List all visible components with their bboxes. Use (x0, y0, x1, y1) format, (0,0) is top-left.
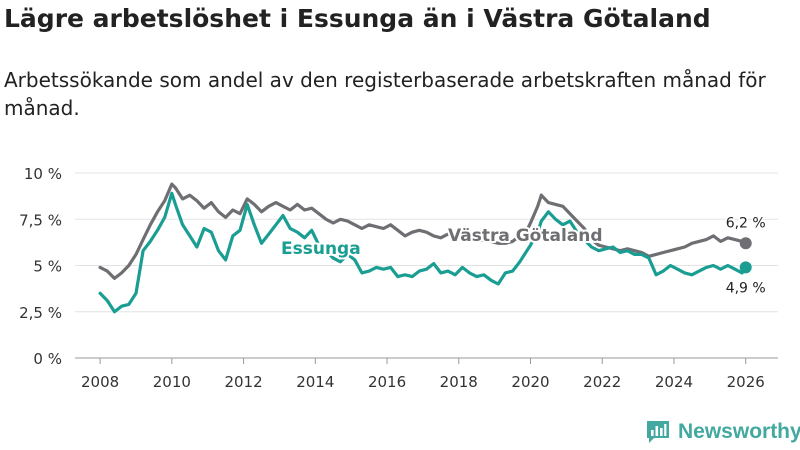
chart-title: Lägre arbetslöshet i Essunga än i Västra… (4, 4, 711, 33)
end-point-essunga (739, 261, 752, 274)
series-label-vastra-gotaland: Västra Götaland (448, 226, 603, 246)
end-value-label-essunga: 4,9 % (726, 280, 766, 296)
series-label-essunga: Essunga (281, 239, 361, 259)
y-tick-label: 0 % (33, 350, 62, 368)
newsworthy-brand[interactable]: Newsworthy (645, 418, 800, 446)
series (98, 182, 752, 314)
y-tick-label: 10 % (24, 165, 62, 183)
x-tick-label: 2024 (655, 373, 693, 391)
x-tick-label: 2020 (511, 373, 549, 391)
x-tick-label: 2016 (368, 373, 406, 391)
bar-chart-logo-icon (647, 421, 669, 443)
series-line-vastra-gotaland (98, 182, 748, 280)
y-tick-label: 5 % (33, 258, 62, 276)
end-value-label-vastra-gotaland: 6,2 % (726, 215, 766, 231)
brand-name: Newsworthy (678, 420, 800, 443)
y-tick-label: 7,5 % (19, 211, 62, 229)
x-tick-label: 2026 (727, 373, 765, 391)
x-tick-label: 2010 (153, 373, 191, 391)
x-tick-label: 2008 (81, 373, 119, 391)
end-point-vastra-gotaland (739, 237, 752, 250)
gridlines (75, 172, 778, 359)
y-tick-label: 2,5 % (19, 304, 62, 322)
x-tick-label: 2014 (296, 373, 334, 391)
series-line-essunga (98, 191, 748, 314)
x-tick-label: 2018 (440, 373, 478, 391)
x-tick-label: 2022 (583, 373, 621, 391)
series-labels: Västra Götaland Essunga 6,2 % 4,9 % (279, 214, 767, 298)
axes: 0 % 2,5 % 5 % 7,5 % 10 % 2008 2010 2012 2014 2016… (19, 165, 765, 391)
x-tick-label: 2012 (224, 373, 262, 391)
chart-subtitle: Arbetssökande som andel av den registerb… (4, 68, 766, 120)
